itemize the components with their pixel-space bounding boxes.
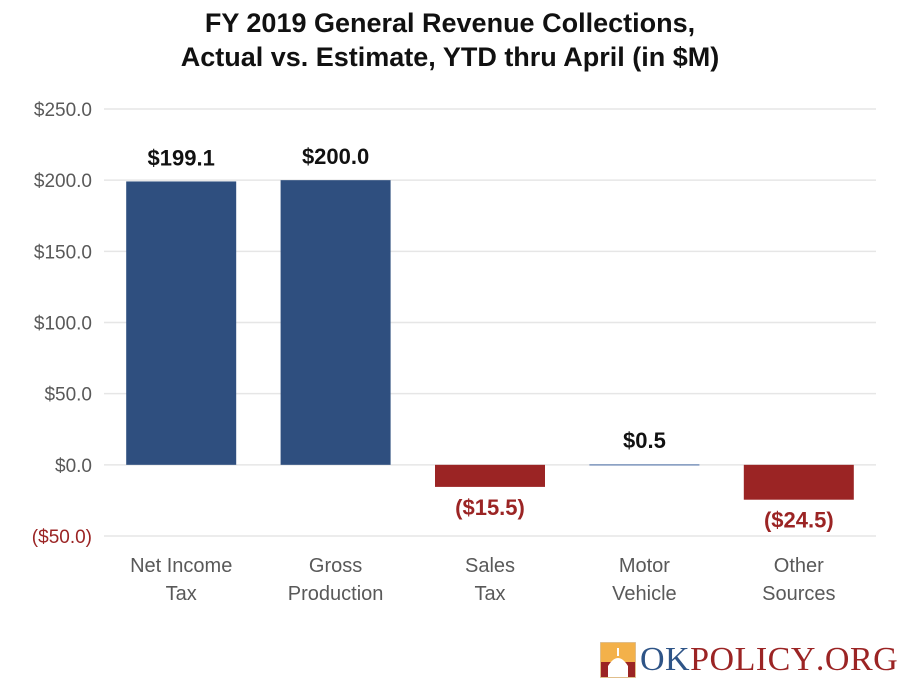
y-tick-label: $100.0 bbox=[34, 314, 92, 335]
x-tick-label: Production bbox=[288, 583, 384, 605]
y-tick-label: $0.0 bbox=[55, 456, 92, 477]
logo-org: .ORG bbox=[815, 641, 899, 678]
bar bbox=[589, 464, 700, 466]
bar bbox=[280, 180, 391, 465]
y-tick-label: ($50.0) bbox=[32, 527, 92, 548]
x-tick-label: Net Income bbox=[130, 555, 232, 577]
data-label: $200.0 bbox=[302, 144, 369, 169]
title-line-1: FY 2019 General Revenue Collections, bbox=[204, 8, 696, 38]
x-tick-label: Sales bbox=[465, 555, 515, 577]
chart-title: FY 2019 General Revenue Collections, Act… bbox=[0, 6, 900, 74]
x-tick-label: Tax bbox=[474, 583, 505, 605]
x-tick-label: Tax bbox=[166, 583, 197, 605]
logo-policy: POLICY bbox=[690, 641, 816, 678]
y-tick-label: $250.0 bbox=[34, 100, 92, 121]
bar bbox=[435, 464, 545, 487]
title-line-2: Actual vs. Estimate, YTD thru April (in … bbox=[180, 42, 720, 72]
bar bbox=[126, 181, 237, 465]
x-tick-label: Other bbox=[774, 555, 824, 577]
data-label: $0.5 bbox=[623, 428, 666, 453]
x-tick-label: Motor bbox=[619, 555, 670, 577]
data-label: $199.1 bbox=[148, 145, 215, 170]
data-label: ($15.5) bbox=[455, 495, 525, 520]
y-tick-label: $150.0 bbox=[34, 242, 92, 263]
capitol-dome-icon bbox=[600, 642, 636, 678]
data-label: ($24.5) bbox=[764, 508, 834, 533]
x-tick-label: Sources bbox=[762, 583, 835, 605]
x-tick-label: Vehicle bbox=[612, 583, 677, 605]
bar bbox=[743, 464, 854, 500]
y-tick-label: $200.0 bbox=[34, 171, 92, 192]
x-tick-label: Gross bbox=[309, 555, 362, 577]
y-tick-label: $50.0 bbox=[44, 385, 92, 406]
okpolicy-logo: OK POLICY .ORG bbox=[600, 640, 898, 680]
logo-ok: OK bbox=[640, 641, 691, 678]
